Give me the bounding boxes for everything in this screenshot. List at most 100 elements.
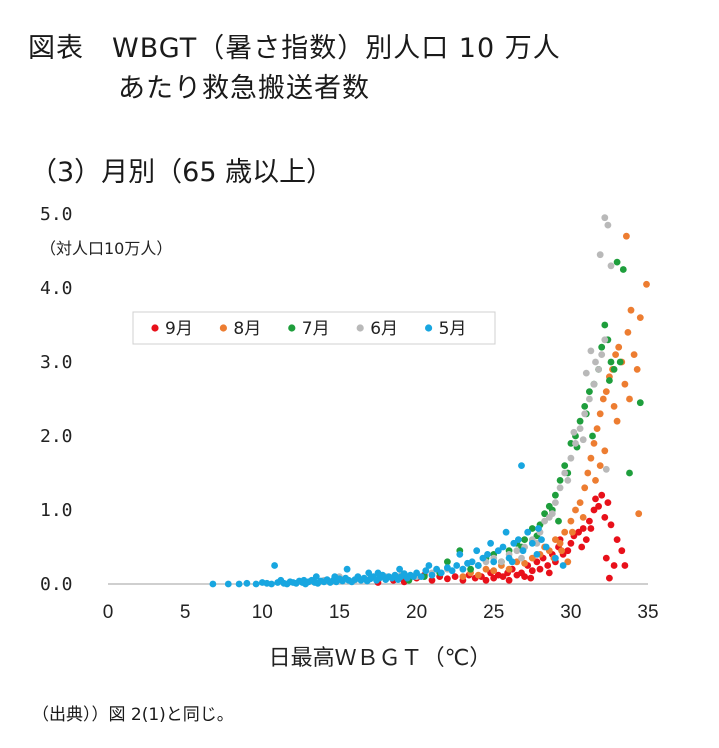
data-point bbox=[224, 580, 232, 588]
data-point bbox=[444, 575, 451, 583]
data-point bbox=[602, 465, 610, 473]
data-points bbox=[209, 214, 650, 588]
data-point bbox=[564, 547, 572, 555]
data-point bbox=[601, 214, 609, 222]
scatter-chart: （対人口10万人） 日最高ＷＢＧＴ（℃） 0 5 10 15 20 25 30 35 0.0 1.… bbox=[40, 204, 659, 671]
data-point bbox=[505, 576, 513, 584]
data-point bbox=[533, 551, 541, 558]
legend-box bbox=[132, 311, 496, 345]
x-tick-label: 10 bbox=[252, 602, 273, 623]
data-point bbox=[519, 547, 527, 555]
data-point bbox=[586, 388, 593, 395]
x-tick-label: 35 bbox=[637, 602, 658, 623]
data-point bbox=[586, 395, 593, 403]
data-point bbox=[456, 551, 464, 558]
data-point bbox=[612, 351, 619, 358]
data-point bbox=[555, 517, 562, 525]
data-point bbox=[561, 462, 569, 469]
data-point bbox=[593, 425, 601, 432]
data-point bbox=[552, 554, 559, 562]
data-point bbox=[556, 484, 564, 492]
data-point bbox=[572, 506, 579, 514]
data-point bbox=[619, 266, 627, 273]
data-point bbox=[626, 395, 633, 403]
data-point bbox=[533, 558, 541, 566]
data-point bbox=[590, 380, 598, 388]
data-point bbox=[598, 351, 606, 358]
data-point bbox=[510, 539, 518, 547]
data-point bbox=[579, 514, 587, 521]
data-point bbox=[596, 410, 604, 418]
data-point bbox=[444, 558, 451, 566]
x-tick-label: 15 bbox=[329, 602, 350, 623]
data-point bbox=[515, 536, 522, 543]
data-point bbox=[541, 517, 548, 525]
data-point bbox=[575, 528, 582, 536]
data-point bbox=[599, 395, 607, 403]
data-point bbox=[474, 562, 482, 569]
data-point bbox=[607, 262, 615, 270]
data-point bbox=[576, 425, 584, 432]
data-point bbox=[621, 380, 629, 388]
data-point bbox=[595, 502, 602, 510]
data-point bbox=[521, 573, 528, 580]
data-point bbox=[268, 580, 275, 588]
data-point bbox=[570, 428, 578, 436]
data-point bbox=[513, 558, 521, 566]
data-point bbox=[524, 528, 532, 536]
data-point bbox=[581, 403, 589, 410]
data-point bbox=[521, 536, 528, 543]
y-axis-label: （対人口10万人） bbox=[40, 239, 172, 258]
data-point bbox=[300, 576, 308, 584]
data-point bbox=[561, 528, 569, 536]
data-point bbox=[413, 569, 420, 577]
data-point bbox=[598, 491, 606, 499]
x-tick-label: 0 bbox=[103, 602, 114, 623]
data-point bbox=[595, 366, 602, 373]
data-point bbox=[623, 232, 630, 240]
data-point bbox=[312, 573, 320, 580]
data-point bbox=[584, 469, 592, 477]
data-point bbox=[618, 547, 626, 555]
data-point bbox=[425, 562, 433, 569]
data-point bbox=[499, 543, 507, 551]
data-point bbox=[572, 440, 579, 447]
data-point bbox=[528, 567, 536, 575]
data-point bbox=[542, 543, 550, 551]
x-axis-label: 日最高ＷＢＧＴ（℃） bbox=[269, 646, 492, 671]
data-point bbox=[590, 440, 598, 447]
y-tick-label: 0.0 bbox=[40, 574, 73, 595]
data-point bbox=[601, 514, 609, 521]
data-point bbox=[607, 358, 615, 366]
data-point bbox=[610, 403, 618, 410]
data-point bbox=[468, 558, 476, 566]
data-point bbox=[561, 469, 569, 477]
data-point bbox=[528, 539, 536, 547]
data-point bbox=[578, 543, 586, 551]
data-point bbox=[613, 536, 621, 543]
data-point bbox=[535, 525, 542, 532]
data-point bbox=[505, 565, 513, 573]
data-point bbox=[482, 565, 490, 573]
data-point bbox=[643, 280, 650, 288]
data-point bbox=[590, 506, 598, 514]
data-point bbox=[499, 573, 507, 580]
data-point bbox=[592, 358, 599, 366]
legend-marker bbox=[219, 324, 227, 332]
data-point bbox=[630, 351, 638, 358]
data-point bbox=[635, 510, 643, 518]
data-point bbox=[606, 574, 613, 582]
data-point bbox=[601, 447, 609, 455]
data-point bbox=[451, 573, 459, 580]
data-point bbox=[518, 462, 525, 469]
data-point bbox=[252, 580, 260, 588]
data-point bbox=[544, 562, 552, 569]
data-point bbox=[596, 462, 604, 469]
data-point bbox=[490, 567, 498, 575]
data-point bbox=[606, 377, 613, 384]
data-point bbox=[494, 547, 502, 555]
data-point bbox=[626, 469, 633, 477]
data-point bbox=[209, 580, 217, 588]
data-point bbox=[552, 536, 559, 543]
data-point bbox=[610, 562, 618, 569]
